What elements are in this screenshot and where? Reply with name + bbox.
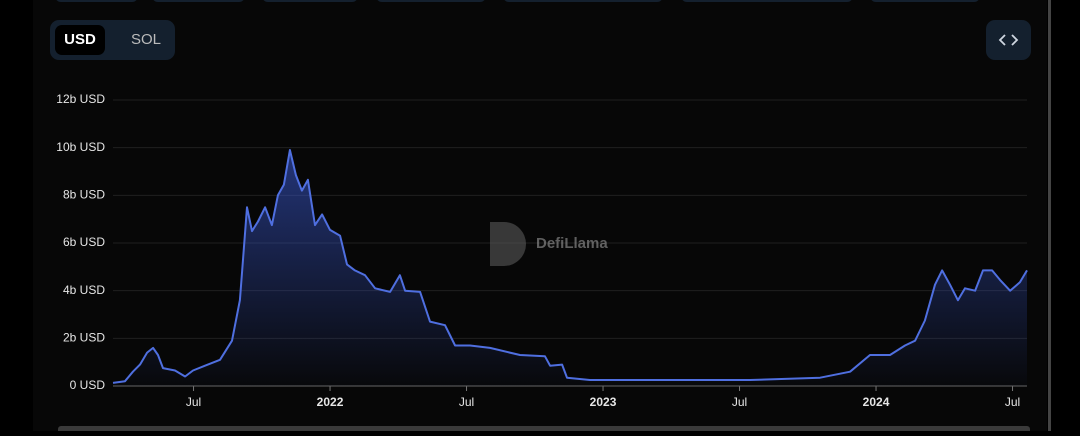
toggle-sol[interactable]: SOL [131,31,161,48]
y-tick-label: 12b USD [56,92,105,106]
x-tick-label: Jul [459,395,474,409]
scroll-edge [1048,0,1051,431]
x-tick-label: Jul [1005,395,1020,409]
x-tick-label: 2023 [590,395,617,409]
line [112,149,1028,384]
watermark: DefiLlama [490,222,608,266]
top-tabs [56,0,979,2]
x-tick-label: 2022 [317,395,344,409]
y-tick-label: 2b USD [63,331,105,345]
range-slider[interactable] [58,426,1030,434]
watermark-text: DefiLlama [536,235,608,252]
embed-button[interactable] [986,20,1031,60]
toggle-active [55,25,105,55]
y-tick-label: 0 USD [70,378,106,392]
toggle-usd[interactable]: USD [64,31,96,48]
x-tick-label: Jul [732,395,747,409]
y-tick-label: 4b USD [63,283,105,297]
x-tick-label: Jul [186,395,201,409]
x-tick-label: 2024 [863,395,890,409]
y-tick-label: 8b USD [63,188,105,202]
y-tick-label: 6b USD [63,235,105,249]
y-tick-label: 10b USD [56,140,105,154]
embed-icon [998,34,1019,46]
area-fill [113,150,1027,386]
